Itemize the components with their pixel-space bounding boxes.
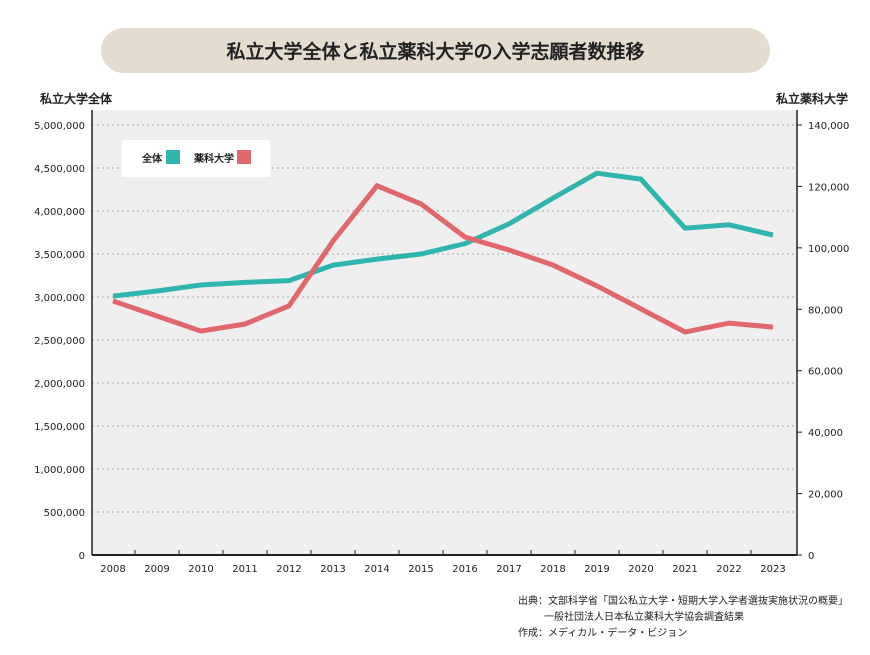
x-tick-label: 2012 [276, 564, 301, 575]
x-tick-label: 2023 [760, 564, 785, 575]
source-line-2: 一般社団法人日本私立薬科大学協会調査結果 [544, 612, 744, 623]
source-line-1: 出典：文部科学省「国公私立大学・短期大学入学者選抜実施状況の概要」 [518, 596, 848, 607]
series-line-left [112, 170, 774, 299]
source-line-3: 作成：メディカル・データ・ビジョン [518, 628, 688, 639]
x-tick-label: 2018 [540, 564, 565, 575]
right-tick-label: 100,000 [808, 244, 849, 255]
right-tick-label: 80,000 [808, 305, 843, 316]
left-tick-label: 4,500,000 [34, 164, 85, 175]
x-tick-label: 2014 [364, 564, 389, 575]
x-tick-label: 2016 [452, 564, 477, 575]
x-tick-label: 2017 [496, 564, 521, 575]
x-tick-label: 2021 [672, 564, 697, 575]
legend-label: 全体 [141, 152, 163, 165]
right-tick-label: 0 [808, 551, 814, 562]
chart-title: 私立大学全体と私立薬科大学の入学志願者数推移 [101, 28, 770, 73]
legend-swatch [166, 150, 180, 164]
x-tick-label: 2022 [716, 564, 741, 575]
legend-label: 薬科大学 [193, 152, 234, 165]
x-tick-label: 2008 [100, 564, 125, 575]
legend-swatch [237, 150, 251, 164]
left-tick-label: 5,000,000 [34, 121, 85, 132]
x-tick-label: 2019 [584, 564, 609, 575]
right-tick-label: 20,000 [808, 490, 843, 501]
right-tick-label: 140,000 [808, 121, 849, 132]
series-line-right [112, 182, 774, 335]
x-tick-label: 2011 [232, 564, 257, 575]
right-tick-label: 120,000 [808, 182, 849, 193]
right-tick-label: 40,000 [808, 428, 843, 439]
source-note: 出典：文部科学省「国公私立大学・短期大学入学者選抜実施状況の概要」 一般社団法人… [518, 594, 848, 642]
right-tick-label: 60,000 [808, 367, 843, 378]
x-tick-label: 2015 [408, 564, 433, 575]
right-axis-label: 私立薬科大学 [775, 92, 848, 106]
left-tick-label: 1,500,000 [34, 422, 85, 433]
x-tick-label: 2010 [188, 564, 213, 575]
left-tick-label: 500,000 [44, 508, 85, 519]
left-tick-label: 3,000,000 [34, 293, 85, 304]
left-tick-label: 2,000,000 [34, 379, 85, 390]
plot-area [92, 110, 797, 555]
left-tick-label: 4,000,000 [34, 207, 85, 218]
left-tick-label: 3,500,000 [34, 250, 85, 261]
left-tick-label: 2,500,000 [34, 336, 85, 347]
left-axis-label: 私立大学全体 [40, 92, 113, 106]
left-tick-label: 1,000,000 [34, 465, 85, 476]
x-tick-label: 2013 [320, 564, 345, 575]
x-tick-label: 2020 [628, 564, 653, 575]
x-tick-label: 2009 [144, 564, 169, 575]
left-tick-label: 0 [79, 551, 85, 562]
